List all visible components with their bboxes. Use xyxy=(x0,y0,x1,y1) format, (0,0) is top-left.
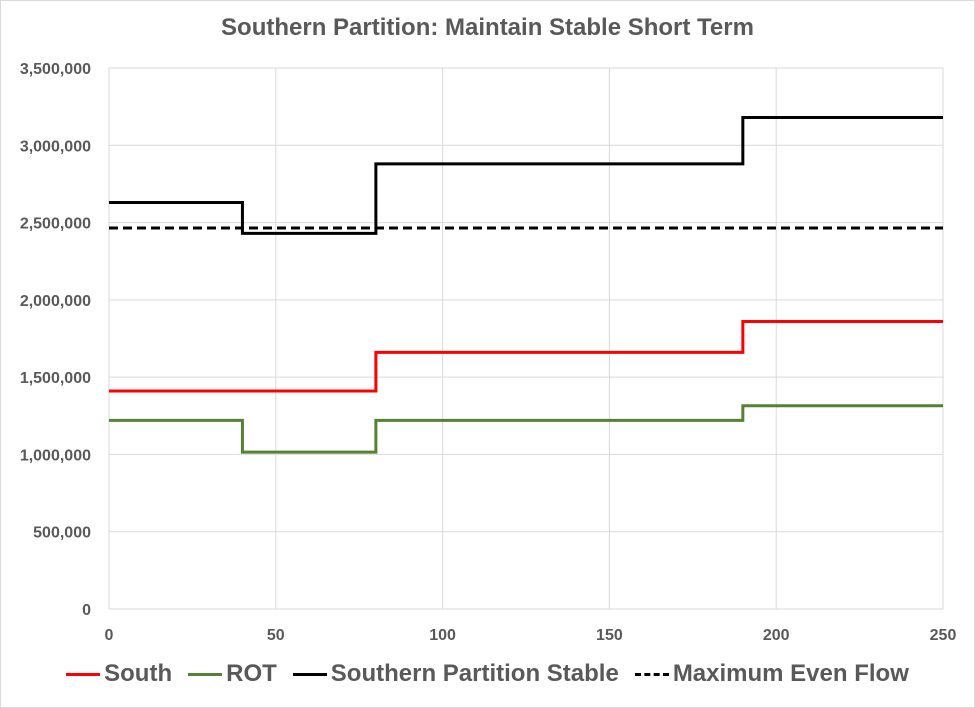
legend-label: South xyxy=(104,660,173,687)
legend-item: Southern Partition Stable xyxy=(292,660,619,688)
legend-swatch xyxy=(188,672,223,676)
legend-item: South xyxy=(66,660,172,688)
legend-label: ROT xyxy=(226,660,277,687)
x-tick-label: 250 xyxy=(930,627,957,644)
legend-swatch xyxy=(66,672,101,676)
y-tick-label: 2,000,000 xyxy=(20,293,91,310)
x-tick-label: 50 xyxy=(267,627,285,644)
legend-label: Maximum Even Flow xyxy=(672,660,909,687)
chart-legend: South ROT Southern Partition Stable Maximum… xyxy=(0,660,975,688)
x-tick-label: 100 xyxy=(429,627,456,644)
legend-swatch xyxy=(292,672,327,676)
series-line-rot xyxy=(109,404,943,454)
legend-label: Southern Partition Stable xyxy=(330,660,619,687)
legend-swatch xyxy=(634,672,669,676)
x-tick-label: 0 xyxy=(105,627,114,644)
y-tick-label: 1,000,000 xyxy=(20,447,91,464)
y-tick-label: 3,500,000 xyxy=(20,61,91,78)
chart-title: Southern Partition: Maintain Stable Shor… xyxy=(221,14,754,41)
y-tick-label: 2,500,000 xyxy=(20,216,91,233)
y-tick-label: 500,000 xyxy=(33,525,91,542)
legend-item: Maximum Even Flow xyxy=(634,660,909,688)
x-tick-label: 150 xyxy=(596,627,623,644)
y-tick-label: 0 xyxy=(82,602,91,619)
legend-item: ROT xyxy=(188,660,277,688)
x-tick-label: 200 xyxy=(763,627,790,644)
y-tick-label: 3,000,000 xyxy=(20,138,91,155)
y-tick-label: 1,500,000 xyxy=(20,370,91,387)
series-line-southern-partition-stable xyxy=(109,115,943,235)
series-line-south xyxy=(109,319,943,393)
